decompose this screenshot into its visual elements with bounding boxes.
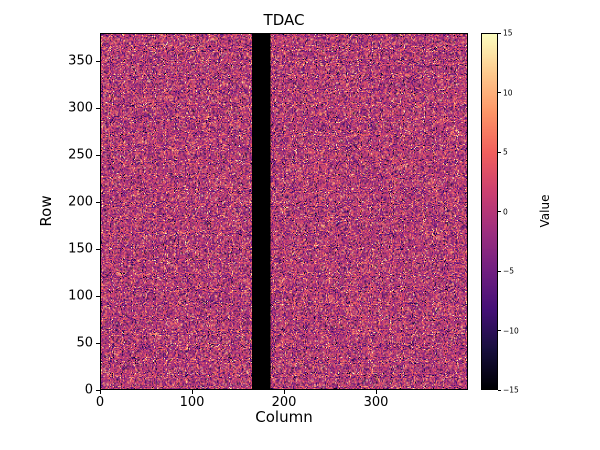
x-tick-label: 0 — [95, 395, 105, 410]
colorbar-tick-mark — [498, 330, 501, 331]
y-tick-label: 150 — [68, 241, 93, 257]
y-tick-label: 200 — [68, 194, 93, 210]
colorbar-tick-label: 15 — [503, 28, 513, 38]
y-tick-mark — [96, 342, 100, 344]
colorbar-tick-mark — [498, 32, 501, 34]
y-tick-mark — [96, 201, 100, 203]
y-tick-mark — [96, 389, 100, 391]
y-tick-label: 50 — [76, 335, 93, 351]
y-tick-mark — [96, 60, 100, 62]
x-tick-label: 200 — [271, 395, 297, 410]
colorbar-canvas — [482, 34, 497, 389]
heatmap-canvas — [101, 34, 467, 389]
y-tick-label: 100 — [68, 288, 93, 304]
y-tick-label: 250 — [68, 147, 93, 163]
colorbar-tick-label: −10 — [503, 326, 519, 335]
y-tick-mark — [96, 154, 100, 156]
colorbar-tick-mark — [498, 270, 501, 272]
colorbar-tick-label: 10 — [503, 88, 513, 97]
plot-area — [100, 33, 468, 390]
colorbar-tick-mark — [498, 92, 501, 93]
x-tick-mark — [375, 390, 377, 394]
x-tick-mark — [99, 390, 101, 394]
colorbar-tick-label: −15 — [503, 385, 519, 395]
colorbar-tick-label: 0 — [503, 207, 508, 216]
y-tick-mark — [96, 295, 100, 297]
y-tick-mark — [96, 248, 100, 250]
y-tick-label: 0 — [84, 382, 93, 398]
x-tick-mark — [191, 390, 193, 394]
plot-title: TDAC — [263, 11, 305, 29]
colorbar-tick-mark — [498, 151, 501, 153]
colorbar-tick-mark — [498, 211, 501, 212]
colorbar-label: Value — [538, 194, 552, 228]
x-tick-label: 300 — [363, 395, 389, 410]
x-tick-mark — [283, 390, 285, 394]
y-tick-label: 350 — [68, 53, 93, 69]
x-axis-label: Column — [255, 408, 313, 426]
colorbar-tick-label: 5 — [503, 147, 508, 157]
x-tick-label: 100 — [179, 395, 205, 410]
y-tick-mark — [96, 107, 100, 109]
colorbar — [481, 33, 498, 390]
colorbar-tick-mark — [498, 389, 501, 391]
colorbar-tick-label: −5 — [503, 266, 515, 276]
y-tick-label: 300 — [68, 100, 93, 116]
